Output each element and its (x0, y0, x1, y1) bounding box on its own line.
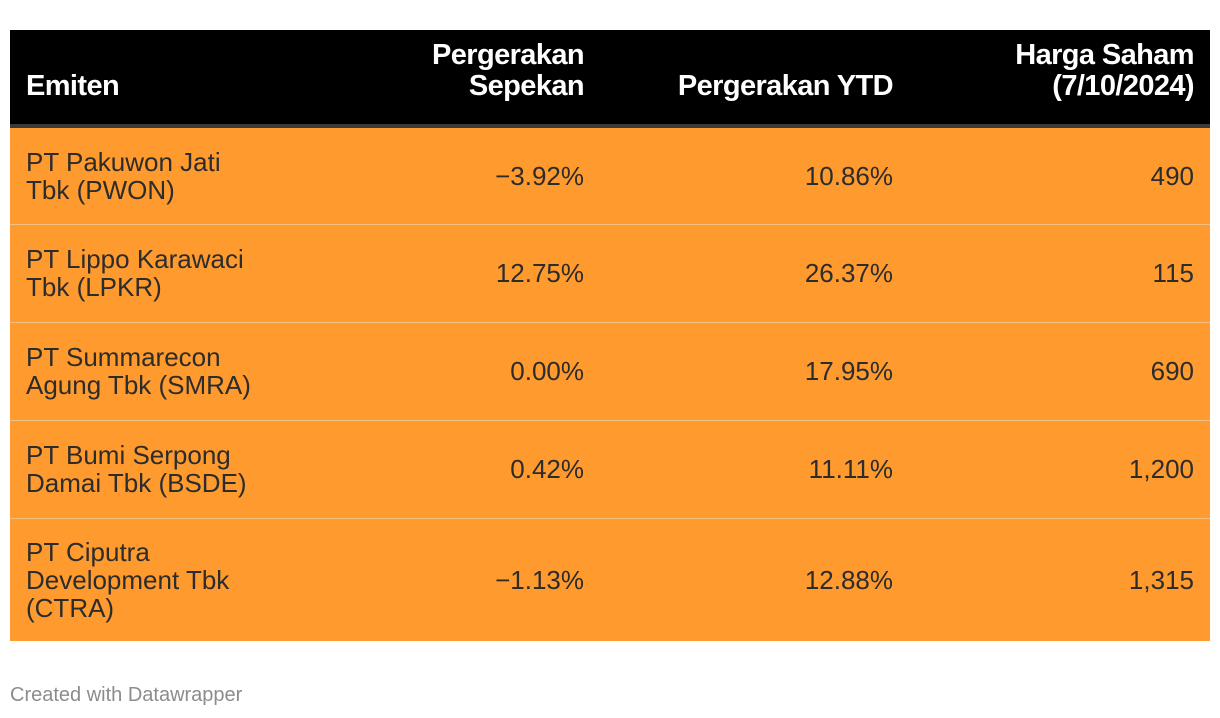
emiten-line: PT Pakuwon Jati (26, 146, 221, 177)
cell-emiten: PT Bumi Serpong Damai Tbk (BSDE) (10, 420, 310, 519)
emiten-line: Tbk (PWON) (26, 174, 175, 205)
header-emiten-line-1: Emiten (26, 70, 120, 102)
cell-harga: 115 (909, 224, 1210, 323)
cell-ytd: 26.37% (600, 224, 909, 323)
emiten-line: PT Summarecon (26, 342, 221, 372)
emiten-line: (CTRA) (26, 592, 115, 623)
cell-sepekan: −1.13% (310, 518, 600, 641)
emiten-line: PT Bumi Serpong (26, 440, 231, 470)
emiten-line: Agung Tbk (SMRA) (26, 370, 251, 400)
header-harga-line-2: (7/10/2024) (1052, 70, 1194, 102)
data-table: Emiten Pergerakan Sepekan Pergerakan YTD… (10, 30, 1210, 641)
table-header-row: Emiten Pergerakan Sepekan Pergerakan YTD… (10, 30, 1210, 128)
table-row: PT Summarecon Agung Tbk (SMRA) 0.00% 17.… (10, 322, 1210, 421)
cell-ytd: 11.11% (600, 420, 909, 519)
cell-ytd: 10.86% (600, 126, 909, 225)
table-row: PT Bumi Serpong Damai Tbk (BSDE) 0.42% 1… (10, 420, 1210, 519)
table-row: PT Ciputra Development Tbk (CTRA) −1.13%… (10, 518, 1210, 641)
cell-harga: 690 (909, 322, 1210, 421)
emiten-line: PT Ciputra (26, 536, 150, 567)
cell-emiten: PT Ciputra Development Tbk (CTRA) (10, 518, 310, 641)
header-sepekan-line-1: Pergerakan (432, 39, 585, 71)
emiten-line: Tbk (LPKR) (26, 272, 162, 302)
header-pergerakan-sepekan[interactable]: Pergerakan Sepekan (310, 30, 600, 128)
cell-sepekan: 0.42% (310, 420, 600, 519)
header-ytd-line-1: Pergerakan YTD (677, 70, 894, 102)
cell-emiten: PT Lippo Karawaci Tbk (LPKR) (10, 224, 310, 323)
cell-ytd: 17.95% (600, 322, 909, 421)
header-pergerakan-ytd[interactable]: Pergerakan YTD (600, 30, 909, 128)
header-harga-saham[interactable]: Harga Saham (7/10/2024) (909, 30, 1210, 128)
data-table-container: Emiten Pergerakan Sepekan Pergerakan YTD… (10, 30, 1210, 641)
cell-sepekan: −3.92% (310, 126, 600, 225)
emiten-line: Damai Tbk (BSDE) (26, 468, 247, 498)
cell-harga: 490 (909, 126, 1210, 225)
cell-harga: 1,315 (909, 518, 1210, 641)
cell-sepekan: 12.75% (310, 224, 600, 323)
header-sepekan-line-2: Sepekan (468, 70, 585, 102)
cell-emiten: PT Pakuwon Jati Tbk (PWON) (10, 126, 310, 225)
header-harga-line-1: Harga Saham (1015, 39, 1194, 71)
header-emiten[interactable]: Emiten (10, 30, 310, 128)
table-row: PT Lippo Karawaci Tbk (LPKR) 12.75% 26.3… (10, 224, 1210, 323)
emiten-line: PT Lippo Karawaci (26, 244, 244, 274)
datawrapper-credit[interactable]: Created with Datawrapper (10, 684, 243, 706)
cell-emiten: PT Summarecon Agung Tbk (SMRA) (10, 322, 310, 421)
cell-harga: 1,200 (909, 420, 1210, 519)
cell-sepekan: 0.00% (310, 322, 600, 421)
table-row: PT Pakuwon Jati Tbk (PWON) −3.92% 10.86%… (10, 126, 1210, 225)
emiten-line: Development Tbk (26, 564, 230, 595)
cell-ytd: 12.88% (600, 518, 909, 641)
